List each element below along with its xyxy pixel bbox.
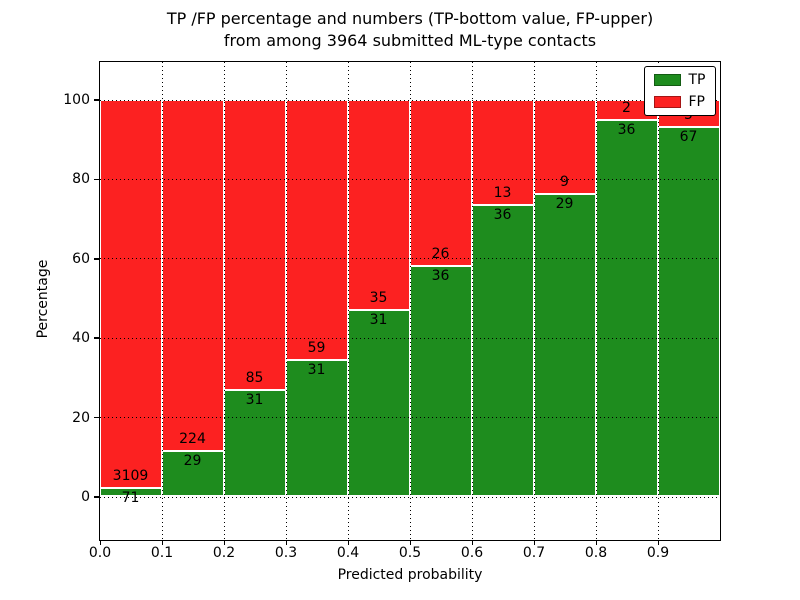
y-tick-label: 80 bbox=[72, 171, 90, 188]
legend-entry-fp: FP bbox=[653, 93, 706, 110]
bar-segment-fp bbox=[533, 99, 596, 194]
vertical-gridline bbox=[657, 61, 659, 540]
vertical-gridline bbox=[285, 61, 287, 540]
bar-segment-tp bbox=[409, 265, 472, 497]
x-tick-label: 0.7 bbox=[522, 545, 546, 561]
vertical-gridline bbox=[595, 61, 597, 540]
bar-segment-fp bbox=[99, 99, 162, 488]
fp-count-label: 35 bbox=[369, 290, 388, 307]
x-tick-label: 0.8 bbox=[584, 545, 608, 561]
y-tick-mark bbox=[94, 416, 99, 419]
fp-count-label: 3109 bbox=[112, 467, 149, 484]
legend-entry-tp: TP bbox=[653, 71, 706, 88]
tp-color-swatch bbox=[653, 73, 681, 86]
x-tick-label: 0.5 bbox=[398, 545, 422, 561]
vertical-gridline bbox=[223, 61, 225, 540]
bar-segment-fp bbox=[347, 99, 410, 311]
y-tick-mark bbox=[94, 99, 99, 101]
x-tick-mark bbox=[99, 540, 101, 545]
bar-segment-tp bbox=[533, 193, 596, 497]
fp-count-label: 26 bbox=[431, 245, 450, 262]
x-tick-label: 0.1 bbox=[150, 545, 174, 561]
bar-segment-fp bbox=[161, 99, 224, 451]
bar-segment-tp bbox=[161, 450, 224, 497]
plot-area: 3109712242985315931353126361336929236567… bbox=[98, 60, 721, 541]
tp-count-label: 36 bbox=[431, 267, 450, 284]
bar-segment-fp bbox=[223, 99, 286, 391]
x-tick-label: 0.0 bbox=[88, 545, 112, 561]
tp-count-label: 29 bbox=[183, 452, 202, 469]
x-tick-label: 0.3 bbox=[274, 545, 298, 561]
tp-count-label: 71 bbox=[121, 489, 140, 506]
bar-segment-tp bbox=[471, 204, 534, 497]
x-tick-label: 0.4 bbox=[336, 545, 360, 561]
tp-count-label: 67 bbox=[679, 129, 698, 146]
vertical-gridline bbox=[347, 61, 349, 540]
chart-title-line1: TP /FP percentage and numbers (TP-bottom… bbox=[166, 9, 654, 28]
y-tick-label: 40 bbox=[72, 330, 90, 347]
bar-segment-tp bbox=[595, 120, 658, 497]
fp-count-label: 85 bbox=[245, 370, 264, 387]
y-tick-label: 60 bbox=[72, 250, 90, 267]
y-axis-label: Percentage bbox=[35, 259, 51, 339]
x-tick-mark bbox=[595, 540, 597, 545]
legend-label-tp: TP bbox=[688, 71, 706, 88]
chart-title-line2: from among 3964 submitted ML-type contac… bbox=[223, 31, 597, 50]
bar-segment-tp bbox=[285, 359, 348, 497]
y-tick-mark bbox=[94, 178, 99, 181]
x-tick-label: 0.6 bbox=[460, 545, 484, 561]
tp-count-label: 31 bbox=[369, 312, 388, 329]
fp-count-label: 13 bbox=[493, 184, 512, 201]
y-tick-label: 0 bbox=[81, 489, 90, 505]
vertical-gridline bbox=[533, 61, 535, 540]
bar-segment-fp bbox=[285, 99, 348, 360]
x-tick-mark bbox=[161, 540, 163, 545]
bar-segment-tp bbox=[657, 127, 720, 497]
y-tick-mark bbox=[94, 496, 99, 498]
y-tick-mark bbox=[94, 258, 99, 260]
x-tick-mark bbox=[409, 540, 411, 545]
fp-color-swatch bbox=[653, 95, 681, 108]
vertical-gridline bbox=[471, 61, 473, 540]
x-tick-mark bbox=[471, 540, 473, 545]
y-tick-label: 20 bbox=[72, 409, 90, 426]
fp-count-label: 224 bbox=[179, 430, 206, 447]
x-tick-mark bbox=[223, 540, 225, 545]
x-tick-mark bbox=[285, 540, 287, 545]
x-tick-label: 0.9 bbox=[646, 545, 670, 561]
fp-count-label: 2 bbox=[622, 100, 631, 117]
tp-count-label: 36 bbox=[617, 122, 636, 139]
legend: TP FP bbox=[643, 65, 716, 116]
x-tick-mark bbox=[657, 540, 659, 545]
x-tick-mark bbox=[533, 540, 535, 545]
vertical-gridline bbox=[409, 61, 411, 540]
chart-title: TP /FP percentage and numbers (TP-bottom… bbox=[100, 8, 720, 52]
x-axis-label: Predicted probability bbox=[337, 567, 483, 583]
y-tick-mark bbox=[94, 337, 99, 339]
tp-count-label: 31 bbox=[245, 392, 264, 409]
x-tick-label: 0.2 bbox=[212, 545, 236, 561]
legend-label-fp: FP bbox=[688, 93, 706, 110]
y-tick-label: 100 bbox=[63, 92, 90, 108]
tp-count-label: 31 bbox=[307, 361, 326, 378]
bar-segment-fp bbox=[409, 99, 472, 266]
fp-count-label: 59 bbox=[307, 339, 326, 356]
vertical-gridline bbox=[161, 61, 163, 540]
bar-segment-tp bbox=[347, 310, 410, 497]
fp-count-label: 9 bbox=[560, 173, 569, 190]
bar-segment-tp bbox=[99, 487, 162, 497]
x-tick-mark bbox=[347, 540, 349, 545]
tp-count-label: 29 bbox=[555, 195, 574, 212]
tp-count-label: 36 bbox=[493, 206, 512, 223]
